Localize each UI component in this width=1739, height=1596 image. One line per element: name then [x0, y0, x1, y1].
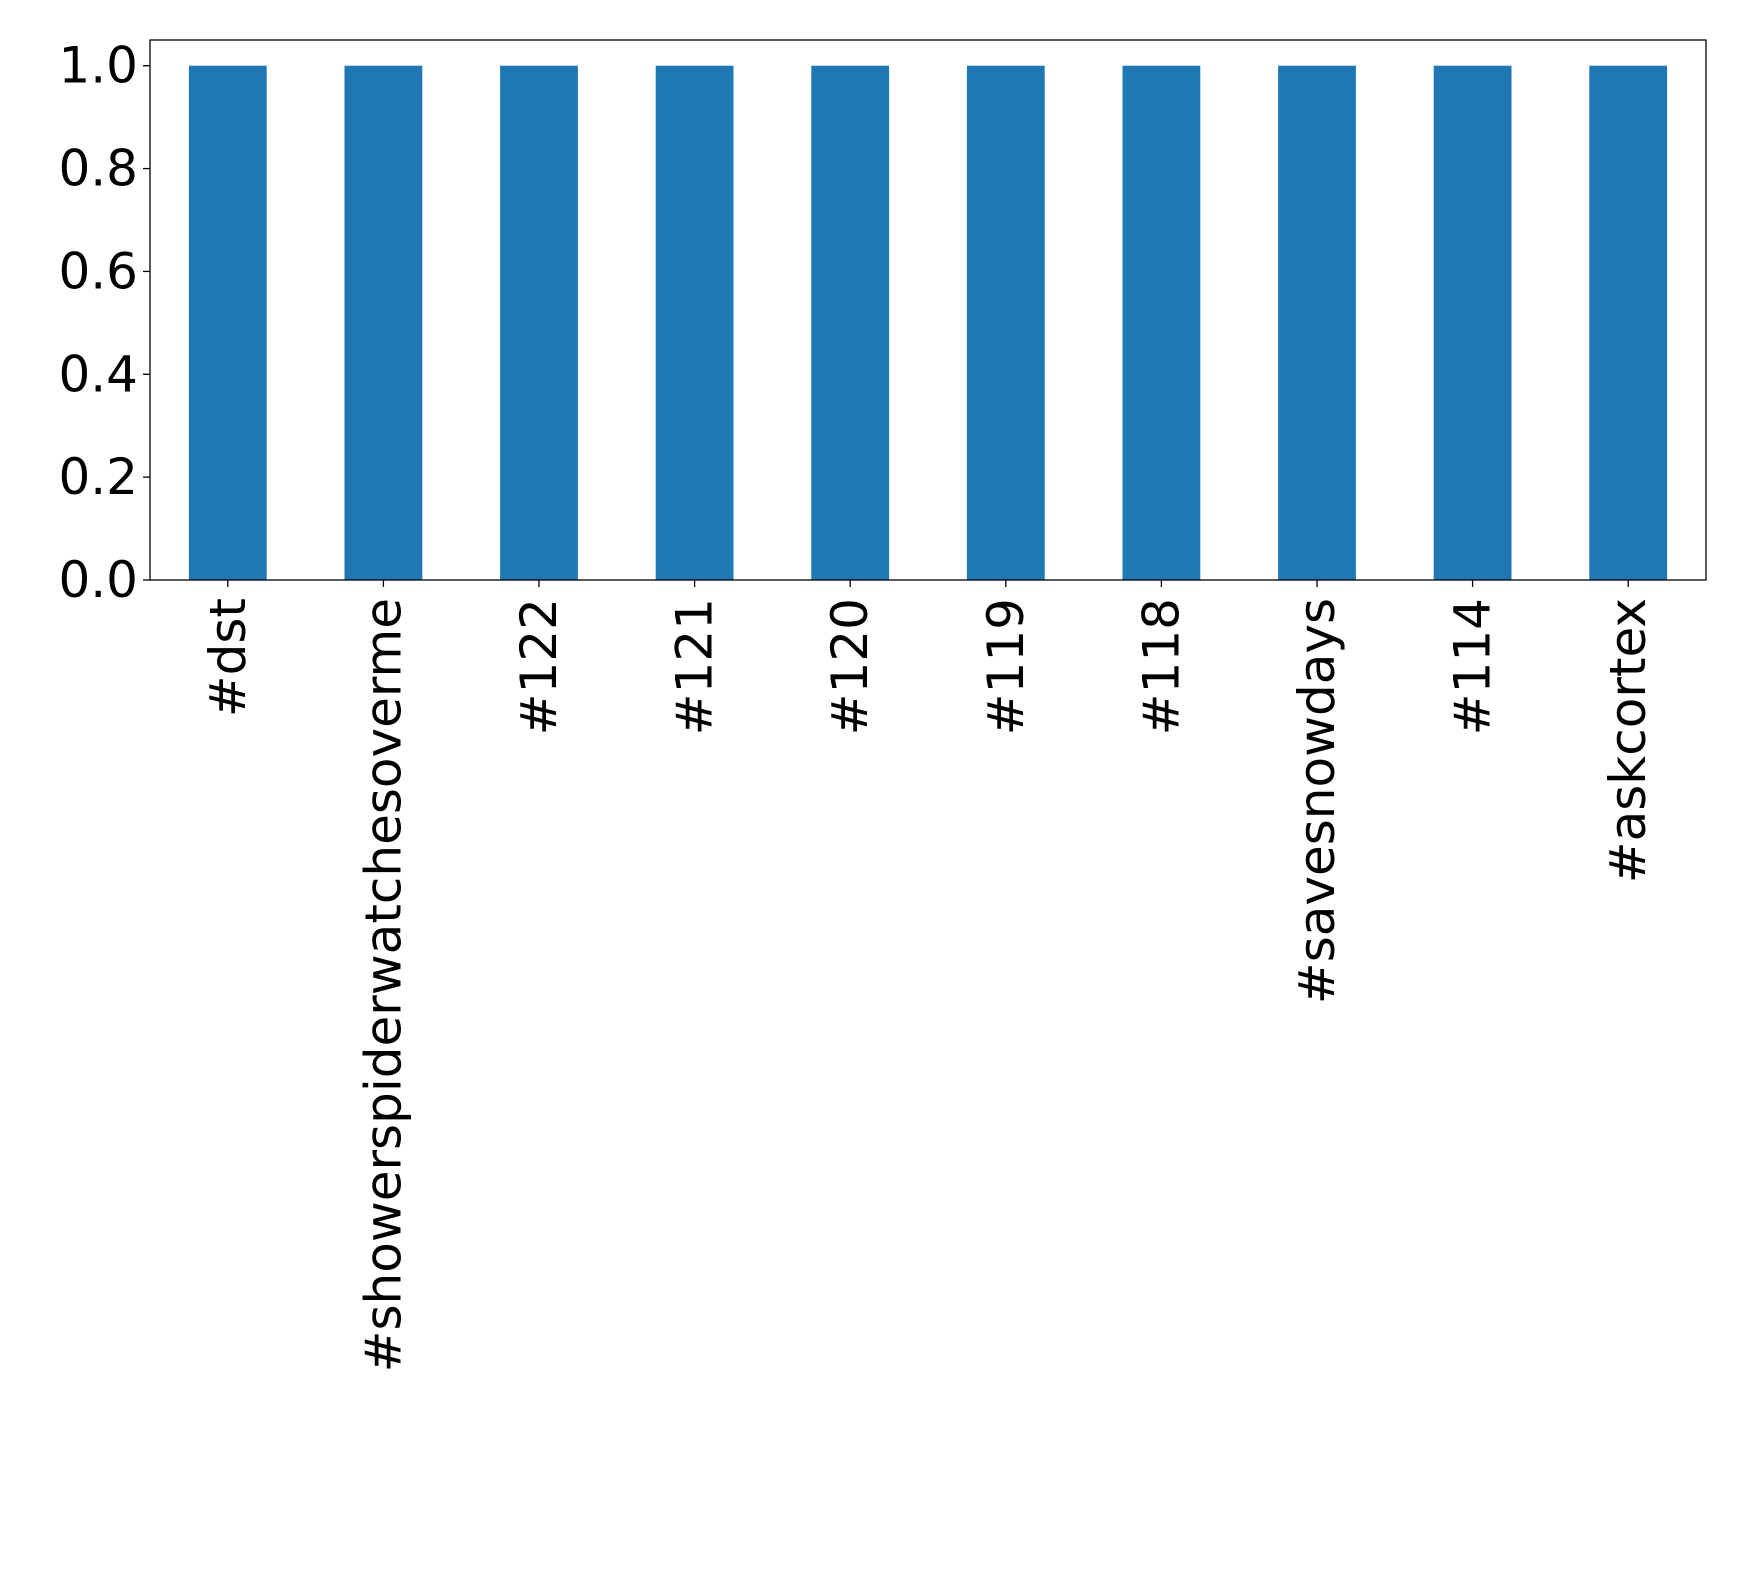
x-tick-label: #120 [821, 598, 879, 735]
y-tick-label: 0.0 [58, 551, 138, 609]
bar [1433, 65, 1512, 580]
y-tick-label: 0.4 [58, 345, 138, 403]
y-tick-label: 0.2 [58, 448, 138, 506]
y-tick-label: 0.6 [58, 242, 138, 300]
x-tick-label: #dst [199, 598, 257, 717]
bar [1589, 65, 1668, 580]
x-tick-label: #savesnowdays [1288, 598, 1346, 1004]
bar [188, 65, 267, 580]
bar [1278, 65, 1356, 580]
x-tick-label: #121 [666, 598, 724, 735]
y-tick-label: 0.8 [58, 140, 138, 198]
y-axis: 0.0 0.2 0.4 0.6 0.8 1.0 [58, 37, 150, 609]
bar [655, 65, 734, 580]
bar [500, 65, 578, 580]
bar [1122, 65, 1201, 580]
x-tick-label: #114 [1444, 598, 1502, 735]
x-tick-label: #askcortex [1599, 598, 1657, 883]
x-tick-label: #119 [977, 598, 1035, 735]
x-tick-label: #118 [1132, 598, 1190, 735]
bar [344, 65, 423, 580]
plot-frame [149, 39, 1707, 581]
bars-layer [188, 65, 1668, 580]
x-axis: #dst #showerspiderwatchesoverme #122 #121 #1… [199, 580, 1657, 1372]
bar [966, 65, 1045, 580]
bar [811, 65, 890, 580]
x-tick-label: #122 [510, 598, 568, 735]
x-tick-label: #showerspiderwatchesoverme [354, 598, 412, 1372]
y-tick-label: 1.0 [58, 37, 138, 95]
